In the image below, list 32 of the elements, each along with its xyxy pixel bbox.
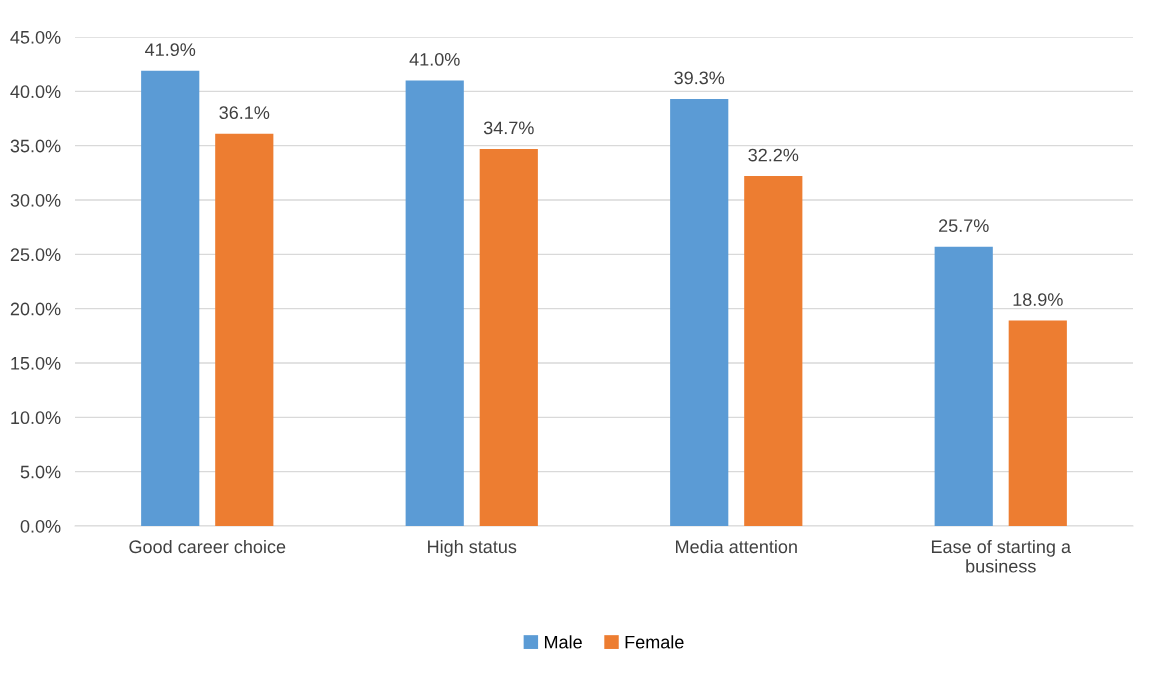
x-tick-label: High status: [428, 539, 517, 557]
bar: [744, 176, 803, 526]
data-label: 36.1%: [219, 106, 270, 120]
y-tick-label: 40.0%: [10, 85, 61, 99]
data-label: 34.7%: [483, 121, 534, 135]
x-tick-label: Good career choice: [129, 539, 286, 554]
data-label: 18.9%: [1013, 293, 1063, 306]
bar: [670, 98, 729, 526]
data-label: 41.9%: [145, 43, 196, 57]
bar: [141, 70, 200, 526]
x-tick-label: Media attention: [676, 539, 797, 554]
y-tick-label: 30.0%: [10, 193, 61, 207]
bar: [1008, 320, 1067, 526]
legend-label: Female: [625, 635, 684, 649]
data-label: 32.2%: [748, 148, 799, 162]
y-tick-label: 20.0%: [10, 302, 61, 316]
bar: [215, 133, 274, 526]
bar: [479, 148, 538, 526]
y-tick-label: 45.0%: [10, 30, 61, 44]
x-tick-label: Ease of starting a business: [931, 539, 1072, 573]
bar: [405, 80, 464, 526]
data-label: 25.7%: [939, 219, 989, 233]
y-tick-label: 35.0%: [10, 139, 61, 153]
bar: [934, 246, 993, 526]
y-tick-label: 25.0%: [10, 248, 61, 262]
data-label: 41.0%: [409, 53, 460, 66]
y-tick-label: 5.0%: [20, 465, 61, 479]
legend-label: Male: [544, 635, 582, 649]
y-tick-label: 10.0%: [11, 411, 61, 425]
y-tick-label: 15.0%: [11, 356, 61, 370]
y-tick-label: 0.0%: [20, 519, 61, 533]
data-label: 39.3%: [674, 71, 725, 85]
